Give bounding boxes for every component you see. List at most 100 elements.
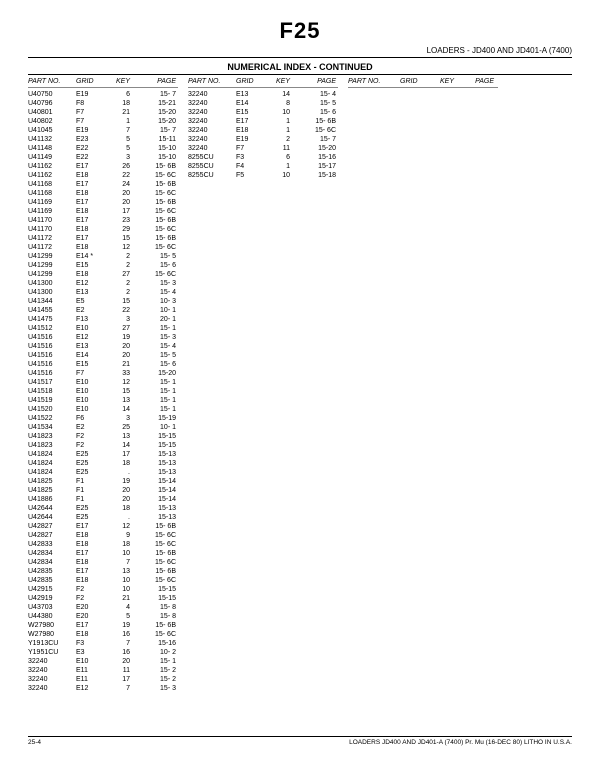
cell-part: U42915	[28, 585, 76, 594]
cell-grid: F6	[76, 414, 106, 423]
cell-part: U41169	[28, 198, 76, 207]
cell-key: 19	[106, 477, 136, 486]
cell-part: 32240	[188, 90, 236, 99]
index-row: W27980E181615- 6C	[28, 630, 178, 639]
index-row: U40796F81815-21	[28, 99, 178, 108]
cell-key: 14	[106, 405, 136, 414]
cell-grid: E12	[76, 684, 106, 693]
cell-part: U41519	[28, 396, 76, 405]
index-row: U41168E182015- 6C	[28, 189, 178, 198]
cell-part: U40801	[28, 108, 76, 117]
cell-part: U41299	[28, 261, 76, 270]
cell-key: 9	[106, 531, 136, 540]
cell-key: 7	[106, 558, 136, 567]
cell-grid: E2	[76, 423, 106, 432]
cell-key: 19	[106, 621, 136, 630]
index-row: U40750E19615- 7	[28, 90, 178, 99]
index-row: U41299E15215- 6	[28, 261, 178, 270]
cell-page: 15- 6B	[136, 621, 176, 630]
hdr-key: KEY	[430, 77, 460, 86]
cell-grid: E25	[76, 513, 106, 522]
cell-grid: E12	[76, 333, 106, 342]
index-row: U41886F12015-14	[28, 495, 178, 504]
index-row: U41168E172415- 6B	[28, 180, 178, 189]
cell-grid: E10	[76, 378, 106, 387]
index-row: U41823F21415-15	[28, 441, 178, 450]
hdr-grid: GRID	[236, 77, 266, 86]
cell-key: 21	[106, 108, 136, 117]
cell-key: 3	[106, 414, 136, 423]
index-row: U42644E251815-13	[28, 504, 178, 513]
index-columns: PART NO. GRID KEY PAGE U40750E19615- 7U4…	[28, 77, 572, 693]
cell-key: 12	[106, 378, 136, 387]
cell-page: 15- 7	[296, 135, 336, 144]
cell-page: 15-20	[136, 117, 176, 126]
cell-grid: F1	[76, 486, 106, 495]
cell-key: 13	[106, 567, 136, 576]
cell-part: U41172	[28, 234, 76, 243]
cell-page: 15- 2	[136, 675, 176, 684]
cell-page: 15-11	[136, 135, 176, 144]
index-row: U41519E101315- 1	[28, 396, 178, 405]
cell-key: 2	[266, 135, 296, 144]
index-row: 32240E151015- 6	[188, 108, 338, 117]
cell-grid: F5	[236, 171, 266, 180]
index-row: U42834E18715- 6C	[28, 558, 178, 567]
index-row: U41512E102715- 1	[28, 324, 178, 333]
cell-key: 3	[106, 315, 136, 324]
cell-key: 12	[106, 243, 136, 252]
page-container: F25 LOADERS - JD400 AND JD401-A (7400) N…	[0, 0, 600, 693]
index-row: U41149E22315-10	[28, 153, 178, 162]
cell-grid: E13	[76, 342, 106, 351]
cell-page: 15-10	[136, 153, 176, 162]
cell-part: 32240	[188, 126, 236, 135]
cell-page: 15-18	[296, 171, 336, 180]
index-row: U41475F13320- 1	[28, 315, 178, 324]
cell-part: U41823	[28, 441, 76, 450]
cell-part: U41149	[28, 153, 76, 162]
index-row: U41516E142015- 5	[28, 351, 178, 360]
cell-page: 15- 6B	[296, 117, 336, 126]
cell-key: 3	[106, 153, 136, 162]
cell-key: 22	[106, 171, 136, 180]
cell-part: U42834	[28, 549, 76, 558]
index-row: U41299E14 *215- 5	[28, 252, 178, 261]
cell-page: 15-14	[136, 495, 176, 504]
cell-page: 15- 5	[296, 99, 336, 108]
cell-key: 27	[106, 324, 136, 333]
cell-page: 15- 1	[136, 378, 176, 387]
cell-key: 17	[106, 450, 136, 459]
index-title: NUMERICAL INDEX - CONTINUED	[28, 62, 572, 72]
cell-key: 20	[106, 495, 136, 504]
cell-grid: E20	[76, 603, 106, 612]
cell-page: 15- 6B	[136, 180, 176, 189]
cell-page: 15- 6C	[136, 270, 176, 279]
cell-part: U41475	[28, 315, 76, 324]
cell-page: 15- 6	[136, 261, 176, 270]
cell-key: 20	[106, 342, 136, 351]
cell-page: 15- 8	[136, 612, 176, 621]
cell-grid: F2	[76, 441, 106, 450]
cell-page: 15- 6B	[136, 567, 176, 576]
index-column-1: PART NO. GRID KEY PAGE U40750E19615- 7U4…	[28, 77, 178, 693]
cell-key: 22	[106, 306, 136, 315]
cell-part: U41825	[28, 477, 76, 486]
cell-grid: F8	[76, 99, 106, 108]
cell-page: 15- 6C	[136, 189, 176, 198]
cell-part: U42827	[28, 531, 76, 540]
index-row: 32240E18115- 6C	[188, 126, 338, 135]
index-row: U44380E20515- 8	[28, 612, 178, 621]
cell-key: 1	[266, 117, 296, 126]
cell-part: 32240	[188, 99, 236, 108]
cell-page: 15- 6B	[136, 216, 176, 225]
cell-page: 15-20	[136, 369, 176, 378]
cell-part: U41518	[28, 387, 76, 396]
cell-part: U41516	[28, 360, 76, 369]
cell-key: 20	[106, 486, 136, 495]
cell-grid: E18	[76, 576, 106, 585]
cell-key: 10	[266, 108, 296, 117]
cell-key: .	[106, 468, 136, 477]
cell-part: U41170	[28, 216, 76, 225]
index-column-3: PART NO. GRID KEY PAGE	[348, 77, 498, 693]
cell-key: 16	[106, 648, 136, 657]
